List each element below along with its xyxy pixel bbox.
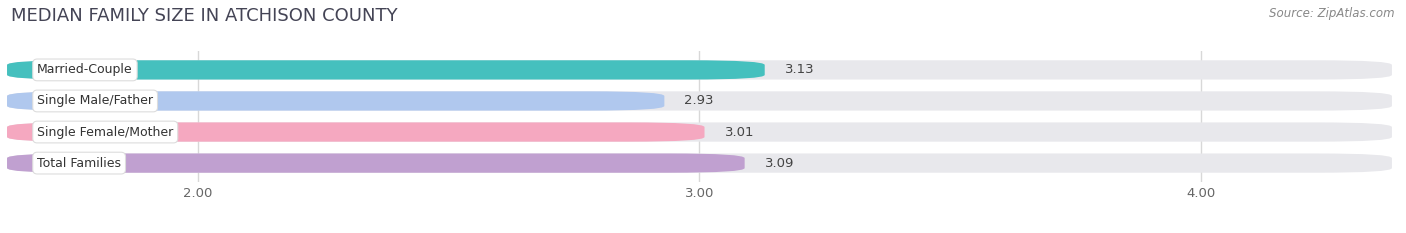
- Text: 2.93: 2.93: [685, 94, 714, 107]
- FancyBboxPatch shape: [7, 91, 665, 111]
- FancyBboxPatch shape: [7, 60, 1392, 79]
- FancyBboxPatch shape: [7, 60, 765, 79]
- Text: 3.09: 3.09: [765, 157, 794, 170]
- Text: Total Families: Total Families: [37, 157, 121, 170]
- FancyBboxPatch shape: [7, 122, 704, 142]
- Text: Single Female/Mother: Single Female/Mother: [37, 126, 173, 139]
- Text: Single Male/Father: Single Male/Father: [37, 94, 153, 107]
- FancyBboxPatch shape: [7, 154, 1392, 173]
- Text: MEDIAN FAMILY SIZE IN ATCHISON COUNTY: MEDIAN FAMILY SIZE IN ATCHISON COUNTY: [11, 7, 398, 25]
- FancyBboxPatch shape: [7, 154, 745, 173]
- Text: Source: ZipAtlas.com: Source: ZipAtlas.com: [1270, 7, 1395, 20]
- FancyBboxPatch shape: [7, 91, 1392, 111]
- Text: 3.13: 3.13: [785, 63, 814, 76]
- Text: 3.01: 3.01: [724, 126, 754, 139]
- FancyBboxPatch shape: [7, 122, 1392, 142]
- Text: Married-Couple: Married-Couple: [37, 63, 132, 76]
